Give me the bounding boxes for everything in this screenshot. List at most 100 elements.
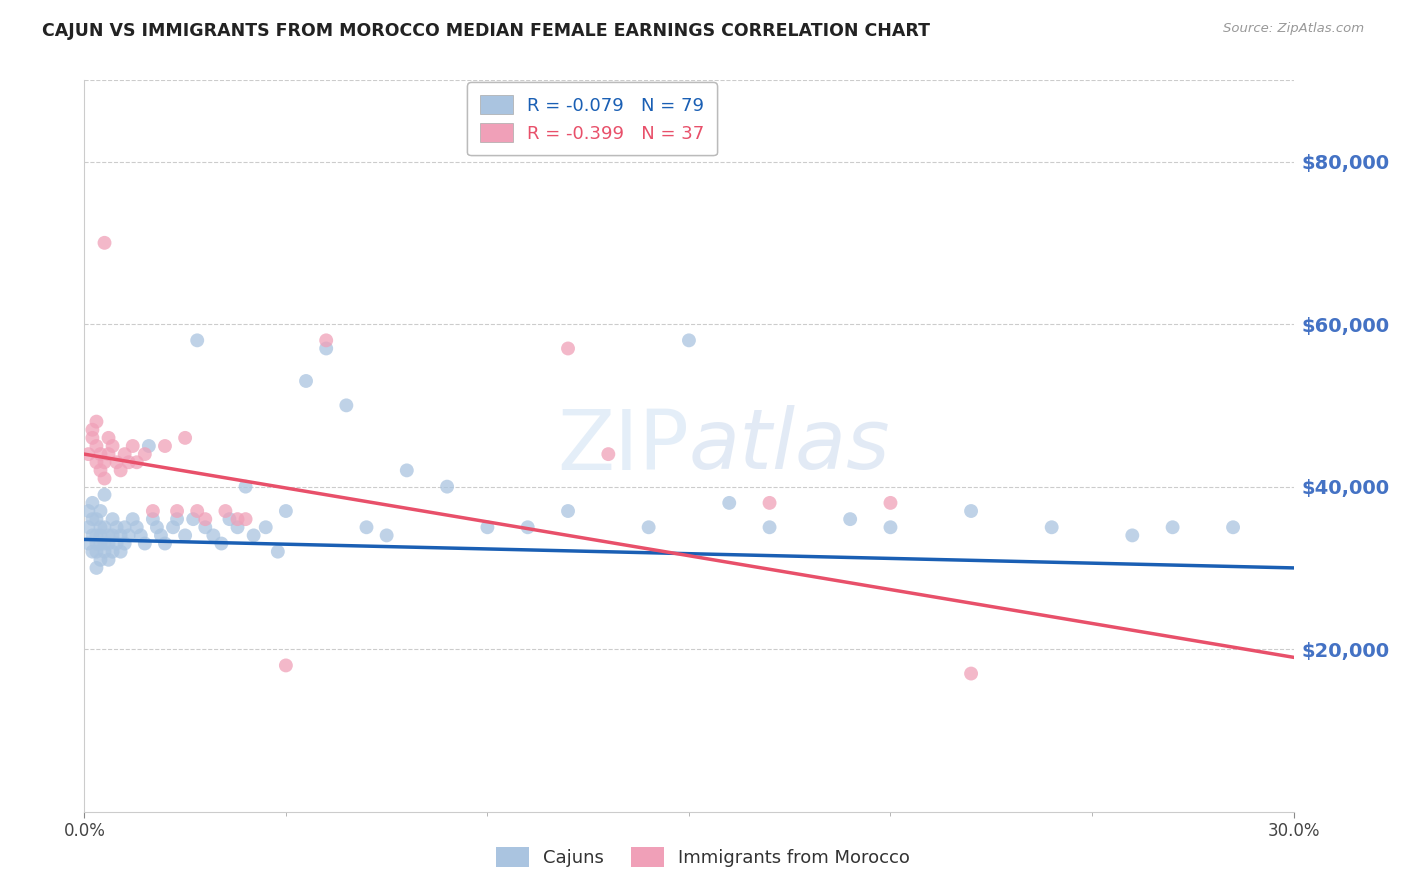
Point <box>89 520 111 534</box>
Point <box>718 496 741 510</box>
Legend: Cajuns, Immigrants from Morocco: Cajuns, Immigrants from Morocco <box>489 839 917 874</box>
Point <box>162 520 184 534</box>
Point <box>93 235 115 250</box>
Point <box>97 431 120 445</box>
Point <box>174 431 197 445</box>
Point <box>758 520 780 534</box>
Point <box>436 480 458 494</box>
Point <box>86 415 108 429</box>
Point <box>89 463 111 477</box>
Point <box>93 471 115 485</box>
Point <box>86 536 108 550</box>
Point <box>153 536 176 550</box>
Point <box>557 342 579 356</box>
Point <box>97 553 120 567</box>
Point <box>226 512 249 526</box>
Point <box>121 512 143 526</box>
Point <box>1222 520 1244 534</box>
Point <box>77 536 100 550</box>
Point <box>254 520 277 534</box>
Point <box>557 504 579 518</box>
Point <box>1121 528 1143 542</box>
Point <box>89 447 111 461</box>
Point <box>82 512 104 526</box>
Point <box>879 520 901 534</box>
Legend: R = -0.079   N = 79, R = -0.399   N = 37: R = -0.079 N = 79, R = -0.399 N = 37 <box>467 82 717 155</box>
Point <box>209 536 232 550</box>
Point <box>142 504 165 518</box>
Point <box>97 528 120 542</box>
Point <box>202 528 225 542</box>
Point <box>82 544 104 558</box>
Point <box>295 374 318 388</box>
Point <box>93 520 115 534</box>
Point <box>86 439 108 453</box>
Point <box>101 544 124 558</box>
Point <box>82 496 104 510</box>
Point <box>110 544 132 558</box>
Point <box>86 512 108 526</box>
Point <box>267 544 290 558</box>
Point <box>839 512 862 526</box>
Point <box>186 504 208 518</box>
Point <box>86 528 108 542</box>
Point <box>138 439 160 453</box>
Point <box>218 512 240 526</box>
Point <box>186 334 208 348</box>
Point <box>226 520 249 534</box>
Point <box>89 536 111 550</box>
Point <box>315 342 337 356</box>
Point <box>149 528 172 542</box>
Point <box>134 447 156 461</box>
Point <box>93 536 115 550</box>
Point <box>637 520 659 534</box>
Point <box>235 480 257 494</box>
Point <box>879 496 901 510</box>
Point <box>274 504 297 518</box>
Point <box>89 553 111 567</box>
Point <box>1161 520 1184 534</box>
Point <box>77 447 100 461</box>
Point <box>375 528 398 542</box>
Point <box>101 439 124 453</box>
Point <box>194 512 217 526</box>
Point <box>93 544 115 558</box>
Point <box>146 520 169 534</box>
Point <box>89 528 111 542</box>
Point <box>235 512 257 526</box>
Point <box>97 536 120 550</box>
Point <box>129 528 152 542</box>
Text: ZIP: ZIP <box>557 406 689 486</box>
Point <box>93 455 115 469</box>
Point <box>89 504 111 518</box>
Point <box>678 334 700 348</box>
Point <box>125 520 148 534</box>
Point <box>356 520 378 534</box>
Text: atlas: atlas <box>689 406 890 486</box>
Point <box>93 488 115 502</box>
Point <box>97 447 120 461</box>
Point <box>758 496 780 510</box>
Point <box>101 512 124 526</box>
Point <box>110 463 132 477</box>
Point <box>82 528 104 542</box>
Point <box>121 439 143 453</box>
Point <box>118 528 141 542</box>
Point <box>82 423 104 437</box>
Text: Source: ZipAtlas.com: Source: ZipAtlas.com <box>1223 22 1364 36</box>
Point <box>125 455 148 469</box>
Point <box>114 447 136 461</box>
Point <box>105 536 128 550</box>
Point <box>86 544 108 558</box>
Point <box>181 512 204 526</box>
Point <box>86 455 108 469</box>
Text: CAJUN VS IMMIGRANTS FROM MOROCCO MEDIAN FEMALE EARNINGS CORRELATION CHART: CAJUN VS IMMIGRANTS FROM MOROCCO MEDIAN … <box>42 22 931 40</box>
Point <box>101 528 124 542</box>
Point <box>242 528 264 542</box>
Point <box>77 504 100 518</box>
Point <box>134 536 156 550</box>
Point <box>274 658 297 673</box>
Point <box>105 455 128 469</box>
Point <box>335 398 357 412</box>
Point <box>82 431 104 445</box>
